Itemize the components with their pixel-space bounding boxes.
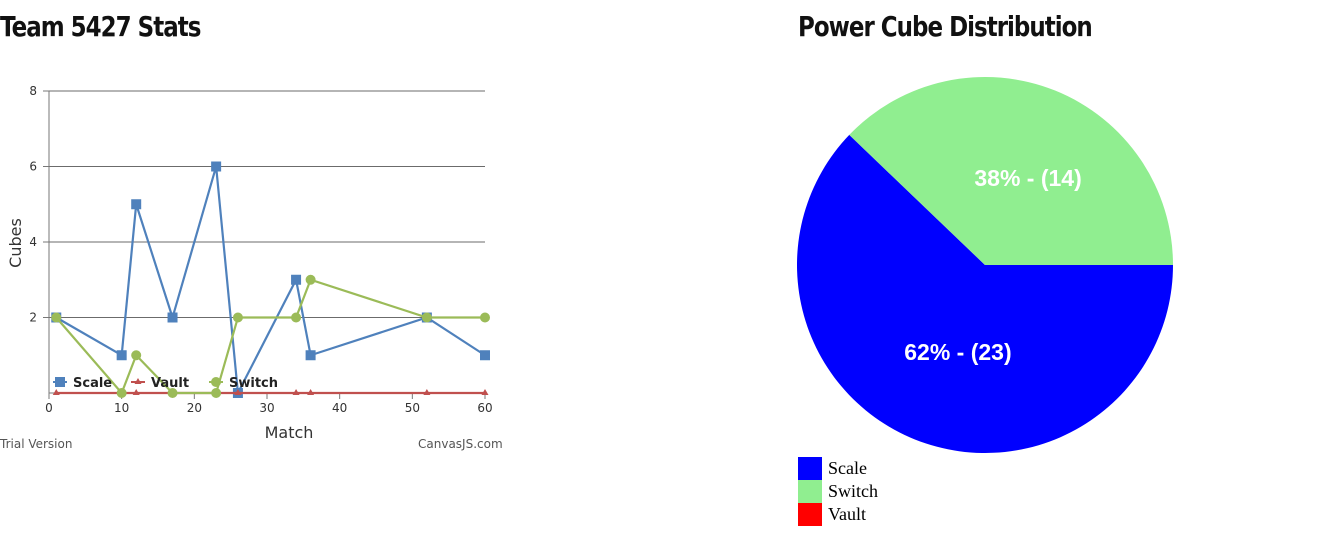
- pie-legend-swatch-scale: [798, 457, 822, 480]
- data-point-vault: [132, 389, 140, 395]
- pie-chart-title: Power Cube Distribution: [798, 10, 1093, 43]
- y-tick-label: 4: [29, 235, 37, 249]
- data-point-scale: [55, 377, 65, 387]
- trial-version-label: Trial Version: [0, 437, 73, 451]
- data-point-switch: [116, 388, 127, 398]
- pie-slice-label-scale: 62% - (23): [904, 339, 1011, 365]
- y-tick-label: 2: [29, 311, 37, 325]
- pie-legend-item-scale: Scale: [798, 457, 878, 480]
- data-point-scale: [167, 312, 178, 323]
- data-point-vault: [52, 389, 60, 395]
- data-point-scale: [291, 274, 302, 285]
- data-point-switch: [211, 388, 222, 398]
- data-point-switch: [480, 312, 490, 323]
- data-point-switch: [167, 388, 178, 398]
- data-point-switch: [305, 274, 316, 285]
- data-point-scale: [480, 350, 490, 361]
- legend-label-vault: Vault: [151, 376, 189, 391]
- data-point-switch: [291, 312, 302, 323]
- x-tick-label: 30: [259, 401, 274, 415]
- data-point-vault: [423, 389, 431, 395]
- x-tick-label: 60: [477, 401, 492, 415]
- data-point-scale: [305, 350, 316, 361]
- data-point-vault: [234, 389, 242, 395]
- pie-legend-item-switch: Switch: [798, 480, 878, 503]
- y-tick-label: 6: [29, 160, 37, 174]
- data-point-switch: [211, 377, 221, 387]
- pie-chart: 62% - (23) 38% - (14): [797, 76, 1173, 453]
- data-point-vault: [134, 378, 142, 384]
- series-switch: [51, 274, 490, 398]
- pie-legend-label-switch: Switch: [828, 481, 879, 501]
- y-axis-title: Cubes: [6, 218, 25, 268]
- pie-legend-item-vault: Vault: [798, 503, 878, 526]
- data-point-scale: [211, 161, 222, 172]
- y-tick-label: 8: [29, 84, 37, 98]
- pie-slice-switch: [849, 76, 1173, 265]
- data-point-switch: [131, 350, 142, 361]
- pie-slice-label-switch: 38% - (14): [974, 165, 1081, 191]
- pie-legend: Scale Switch Vault: [798, 457, 878, 526]
- canvasjs-credit-link[interactable]: CanvasJS.com: [418, 437, 503, 451]
- series-line-scale: [55, 166, 486, 397]
- pie-slice-scale: [797, 134, 1173, 453]
- data-point-scale: [116, 350, 127, 361]
- x-tick-label: 0: [45, 401, 53, 415]
- series-scale: [51, 161, 490, 398]
- line-chart-legend: Scale Vault Switch: [53, 376, 278, 391]
- x-tick-label: 40: [332, 401, 347, 415]
- data-point-vault: [292, 389, 300, 395]
- data-point-vault: [307, 389, 315, 395]
- data-point-scale: [131, 199, 142, 210]
- legend-label-scale: Scale: [73, 376, 112, 391]
- data-point-switch: [51, 312, 62, 323]
- pie-legend-label-vault: Vault: [828, 504, 866, 524]
- data-point-switch: [421, 312, 432, 323]
- data-point-vault: [481, 389, 489, 395]
- pie-legend-swatch-vault: [798, 503, 822, 526]
- x-tick-label: 10: [114, 401, 129, 415]
- x-tick-label: 50: [405, 401, 420, 415]
- data-point-switch: [232, 312, 243, 323]
- x-tick-label: 20: [187, 401, 202, 415]
- series-line-switch: [55, 278, 485, 396]
- pie-legend-swatch-switch: [798, 480, 822, 503]
- x-axis-title: Match: [265, 423, 314, 442]
- pie-legend-label-scale: Scale: [828, 458, 867, 478]
- line-chart: 2 4 6 8 0 10 20 30 40 50 60 Match Cubes Scale Vault Swi…: [6, 84, 493, 442]
- legend-label-switch: Switch: [229, 376, 278, 391]
- line-chart-title: Team 5427 Stats: [0, 10, 201, 43]
